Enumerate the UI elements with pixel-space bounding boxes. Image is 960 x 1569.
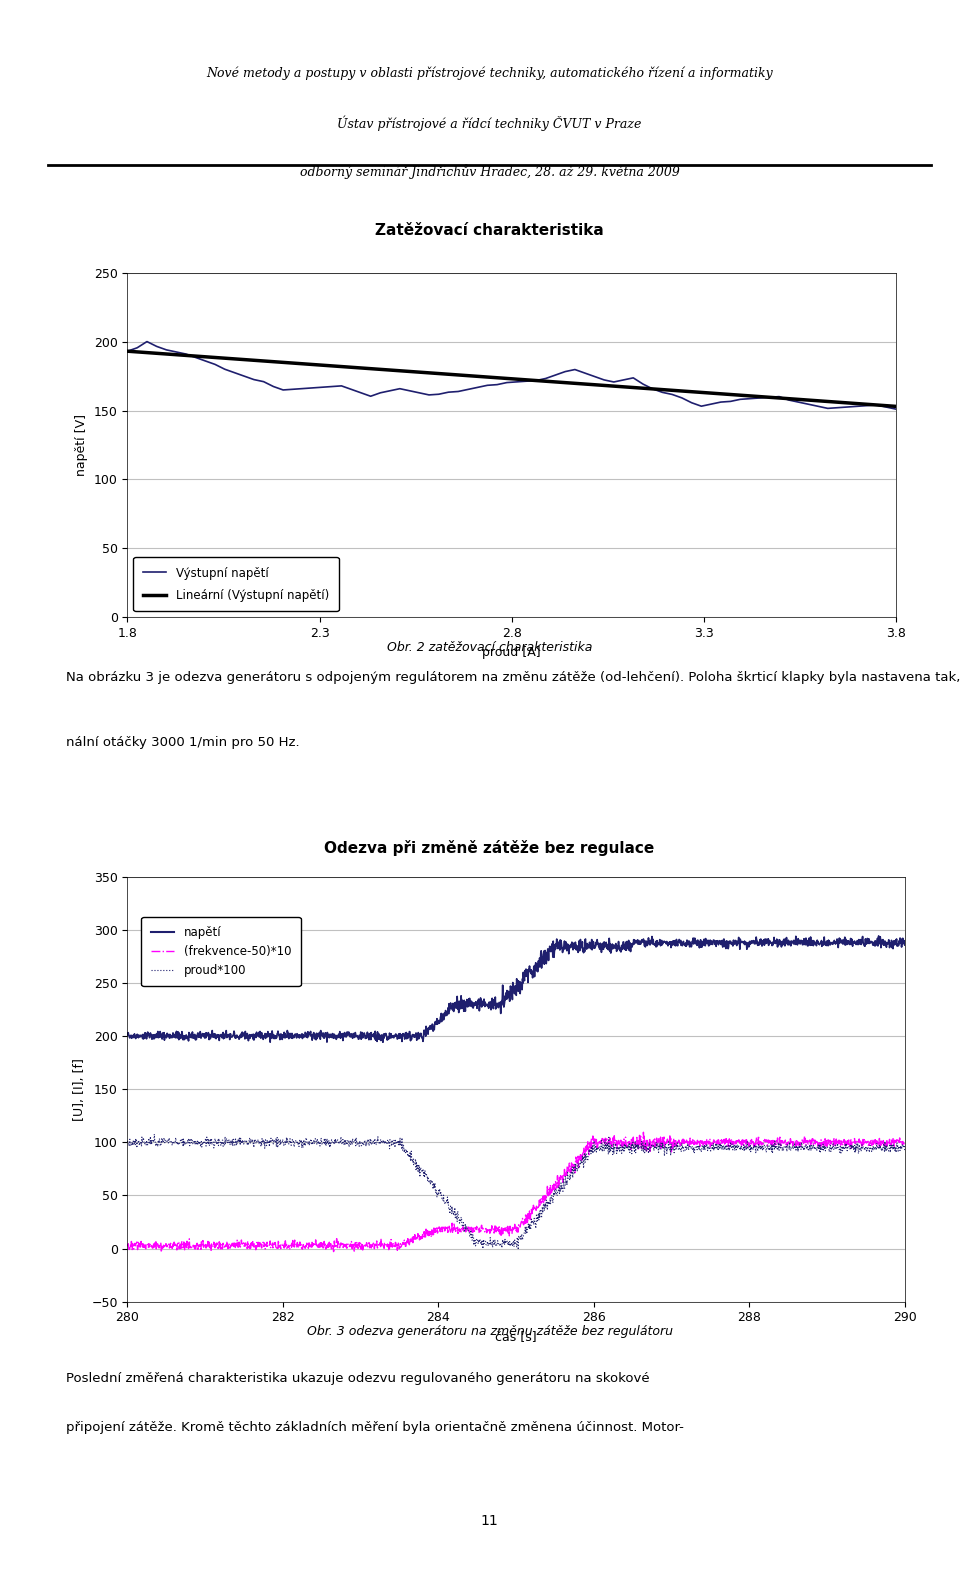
Text: nální otáčky 3000 1/min pro 50 Hz.: nální otáčky 3000 1/min pro 50 Hz. [65,736,300,748]
Text: Ústav přístrojové a řídcí techniky ČVUT v Praze: Ústav přístrojové a řídcí techniky ČVUT … [337,115,642,130]
Text: Zatěžovací charakteristika: Zatěžovací charakteristika [375,223,604,237]
Text: připojení zátěže. Kromě těchto základních měření byla orientačně změnena účinnos: připojení zátěže. Kromě těchto základníc… [65,1422,684,1434]
Text: Odezva při změně zátěže bez regulace: Odezva při změně zátěže bez regulace [324,841,655,857]
Text: Obr. 2 zatěžovací charakteristika: Obr. 2 zatěžovací charakteristika [387,640,592,654]
Text: Obr. 3 odezva generátoru na změnu zátěže bez regulátoru: Obr. 3 odezva generátoru na změnu zátěže… [306,1324,673,1338]
Text: odborný seminář Jindřichův Hradec, 28. až 29. května 2009: odborný seminář Jindřichův Hradec, 28. a… [300,163,680,179]
Text: Na obrázku 3 je odezva generátoru s odpojeným regulátorem na změnu zátěže (od-le: Na obrázku 3 je odezva generátoru s odpo… [65,672,960,684]
Text: Poslední změřená charakteristika ukazuje odezvu regulovaného generátoru na skoko: Poslední změřená charakteristika ukazuje… [65,1373,649,1385]
Text: Nové metody a postupy v oblasti přístrojové techniky, automatického řízení a inf: Nové metody a postupy v oblasti přístroj… [206,66,773,80]
Text: 11: 11 [481,1514,498,1528]
